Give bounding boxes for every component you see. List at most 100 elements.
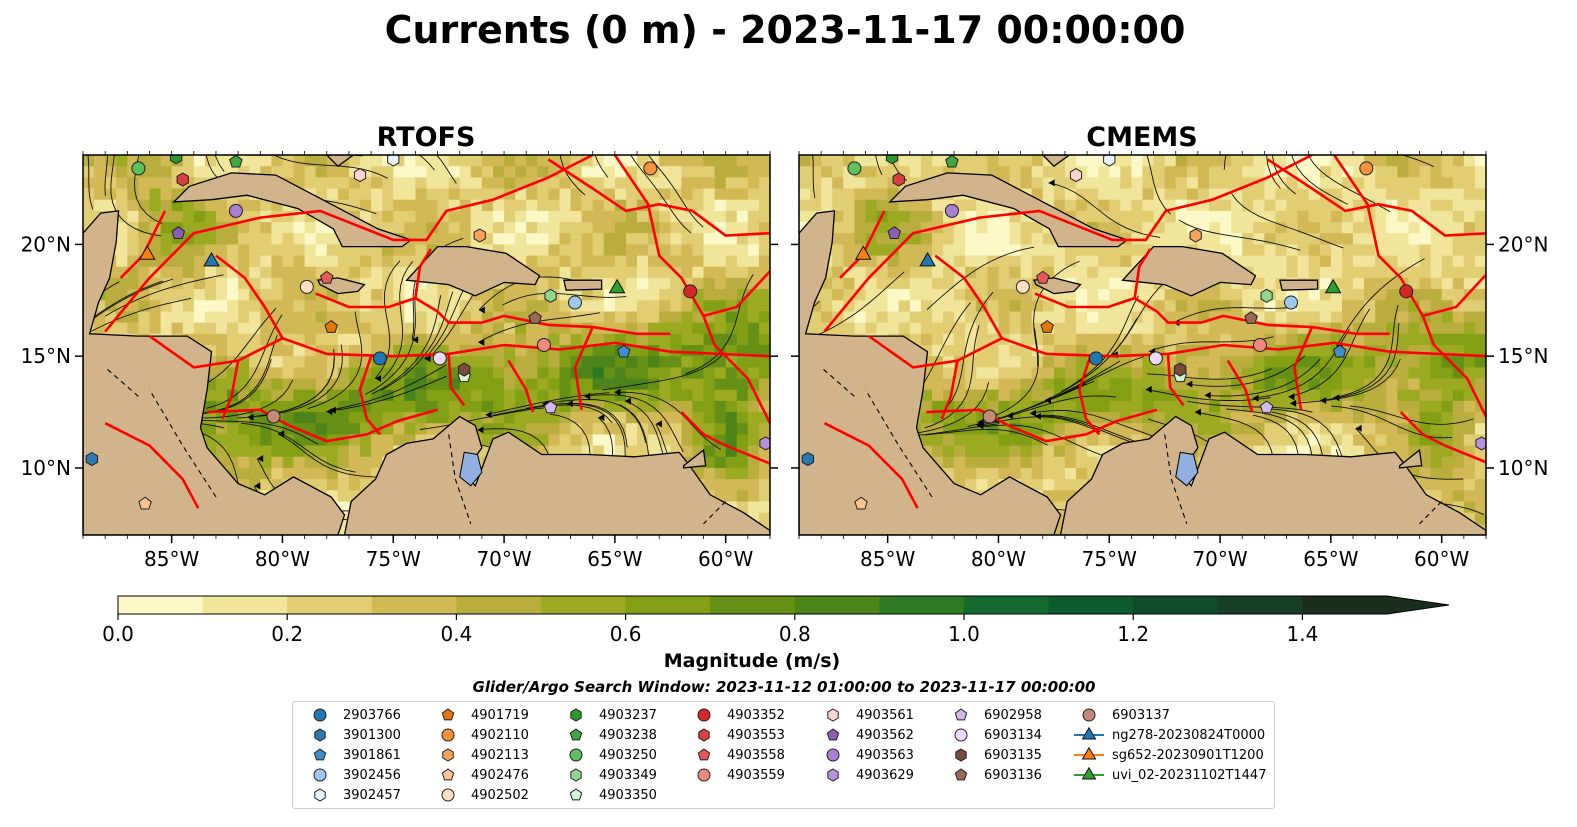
hexagon-marker-icon (827, 708, 839, 722)
circle-marker-icon (697, 768, 711, 782)
legend-label: 4902476 (471, 767, 529, 783)
float-6903136 (528, 311, 542, 324)
legend-item: ng278-20230824T0000 (1074, 726, 1265, 744)
colorbar-bin (1217, 596, 1303, 614)
legend-item: 3902456 (305, 766, 401, 784)
legend-label: 3901300 (343, 727, 401, 743)
legend-marker (442, 748, 454, 762)
legend-item: 4903558 (689, 746, 785, 764)
legend-item: 4903349 (561, 766, 657, 784)
legend-item: 4903352 (689, 706, 785, 724)
float-4903237 (885, 155, 899, 165)
colorbar-bin (287, 596, 373, 614)
circle-marker-icon (826, 748, 840, 762)
colorbar-bin (794, 596, 880, 614)
float-3902456 (1283, 295, 1298, 310)
map-panel-cmems: 85°W 80°W 75°W 70°W 65°W 60°W 20°N 15°N 10°N (791, 151, 1548, 571)
legend-label: 3902456 (343, 767, 401, 783)
colorbar-bin (541, 596, 627, 614)
glider-uvi_02-20231102T1447 (1324, 278, 1342, 294)
float-6902958 (543, 400, 558, 414)
legend-marker (570, 708, 582, 722)
legend-item: 4903350 (561, 786, 657, 804)
legend-item: 2903766 (305, 706, 401, 724)
float-4902113 (473, 228, 486, 243)
legend-marker (441, 708, 455, 721)
colorbar-tick-label: 0.2 (271, 622, 303, 646)
legend-label: 4903563 (856, 747, 914, 763)
legend-marker (697, 748, 711, 761)
legend-item: 3901300 (305, 726, 401, 744)
legend-label: 4903553 (727, 727, 785, 743)
legend-label: 2903766 (343, 707, 401, 723)
legend-marker (954, 708, 968, 721)
hexagon-marker-icon (827, 768, 839, 782)
float-4903559 (536, 338, 551, 352)
triangle-line-marker-icon (1074, 746, 1104, 760)
float-6903134 (432, 351, 447, 366)
legend-label: 6903134 (984, 727, 1042, 743)
legend-label: 4903250 (599, 747, 657, 763)
lon-tick-label: 80°W (255, 547, 310, 571)
float-4903349 (544, 288, 557, 303)
legend-label: 3902457 (343, 787, 401, 803)
circle-marker-icon (313, 708, 327, 722)
float-4902502 (1015, 279, 1030, 294)
legend-marker (569, 788, 583, 801)
hexagon-marker-icon (314, 788, 326, 802)
circle-marker-icon (954, 728, 968, 742)
legend-item: 4903553 (689, 726, 785, 744)
float-4902476 (138, 496, 152, 510)
circle-marker-icon (313, 768, 327, 782)
legend-item: sg652-20230901T1200 (1074, 746, 1264, 764)
pentagon-marker-icon (441, 708, 455, 721)
legend-item: 4903561 (818, 706, 914, 724)
legend-item: 4903563 (818, 746, 914, 764)
float-3901300 (801, 451, 814, 467)
colorbar-tick-label: 0.0 (102, 622, 134, 646)
legend-label: 6903135 (984, 747, 1042, 763)
legend-marker (570, 768, 582, 782)
colorbar-bin (202, 596, 288, 614)
legend-item: 6903136 (946, 766, 1042, 784)
legend-label: 4902502 (471, 787, 529, 803)
float-6903135 (1174, 362, 1187, 377)
legend-label: 6903136 (984, 767, 1042, 783)
lat-tick-label: 20°N (1498, 232, 1548, 256)
legend-label: uvi_02-20231102T1447 (1112, 767, 1267, 783)
lat-tick-label: 10°N (1498, 456, 1548, 480)
legend-item: 4902110 (433, 726, 529, 744)
colorbar-bin (1133, 596, 1219, 614)
circle-marker-icon (1082, 708, 1096, 722)
float-6903134 (1148, 351, 1163, 366)
float-3902457 (387, 155, 400, 167)
legend-label: 4903350 (599, 787, 657, 803)
float-4902110 (643, 161, 658, 176)
legend-marker (954, 728, 968, 742)
float-4903559 (1252, 338, 1267, 352)
float-3902456 (567, 295, 582, 310)
panel-title-right: CMEMS (1086, 122, 1197, 153)
legend-item: 4902476 (433, 766, 529, 784)
legend-marker (441, 768, 455, 781)
legend-marker (1081, 726, 1097, 740)
lon-tick-label: 80°W (971, 547, 1026, 571)
legend-marker (698, 728, 710, 742)
legend-marker (314, 728, 326, 742)
float-4902502 (299, 279, 314, 294)
pentagon-marker-icon (441, 768, 455, 781)
colorbar-tick-label: 1.0 (948, 622, 980, 646)
float-4903237 (169, 155, 183, 165)
float-4901719 (324, 319, 338, 333)
legend-item: 3901861 (305, 746, 401, 764)
legend-item: 6902958 (946, 706, 1042, 724)
float-4903629 (759, 436, 770, 451)
float-4903250 (131, 161, 146, 176)
hexagon-marker-icon (570, 708, 582, 722)
legend-label: 4903349 (599, 767, 657, 783)
legend-item: 4902502 (433, 786, 529, 804)
float-2903766 (1088, 351, 1103, 366)
legend-item: 6903135 (946, 746, 1042, 764)
legend-marker (827, 708, 839, 722)
